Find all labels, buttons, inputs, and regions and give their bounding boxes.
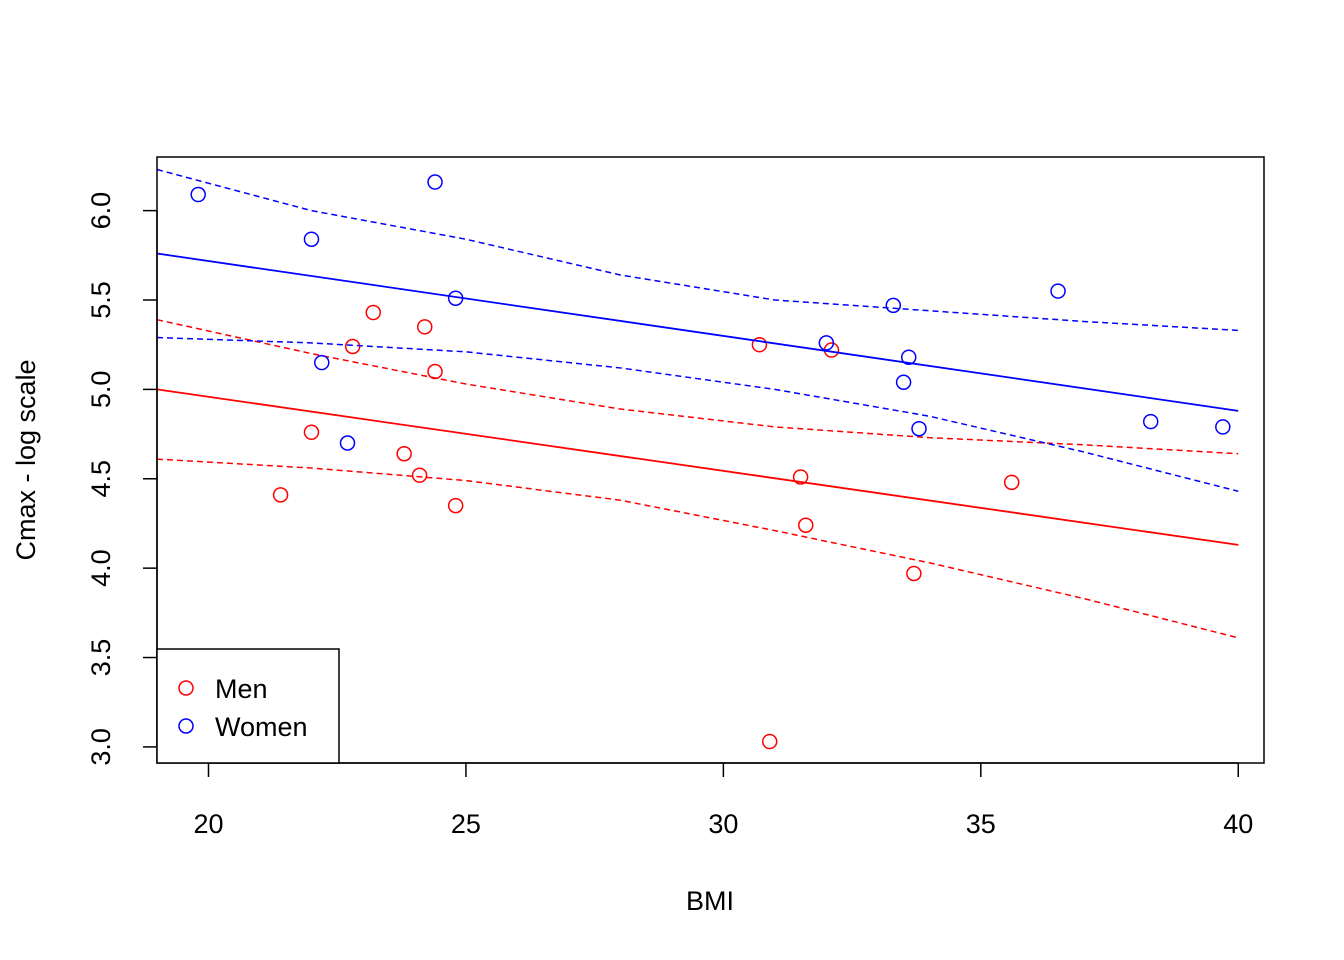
women-point bbox=[911, 420, 927, 437]
women-point bbox=[190, 186, 206, 203]
y-tick-label: 5.0 bbox=[86, 371, 116, 409]
women-point bbox=[314, 354, 330, 371]
women-upper-band bbox=[156, 168, 1239, 332]
y-tick-label: 3.0 bbox=[86, 728, 116, 766]
men-point bbox=[396, 445, 412, 462]
legend-label: Women bbox=[215, 712, 308, 742]
women-point bbox=[303, 231, 320, 247]
men-point bbox=[344, 338, 361, 355]
men-point bbox=[1003, 474, 1020, 491]
men-point bbox=[798, 517, 814, 533]
women-point bbox=[818, 335, 835, 351]
men-fit-line bbox=[156, 388, 1239, 546]
men-point bbox=[792, 469, 809, 485]
plot-marks bbox=[156, 168, 1239, 750]
women-point bbox=[1215, 419, 1231, 435]
men-point bbox=[303, 424, 320, 441]
y-tick-label: 6.0 bbox=[86, 192, 116, 230]
legend: Men Women bbox=[156, 648, 340, 764]
men-point bbox=[416, 319, 433, 335]
x-tick-label: 25 bbox=[451, 809, 481, 839]
x-tick-label: 30 bbox=[708, 809, 738, 839]
y-tick-label: 5.5 bbox=[86, 281, 116, 319]
men-point bbox=[272, 487, 289, 503]
men-point bbox=[906, 565, 922, 582]
legend-marker bbox=[178, 680, 194, 696]
x-axis-title: BMI bbox=[686, 886, 734, 916]
men-point bbox=[427, 363, 443, 380]
y-axis-title: Cmax - log scale bbox=[11, 359, 41, 560]
men-point bbox=[751, 336, 768, 353]
men-point bbox=[411, 467, 428, 483]
women-point bbox=[1050, 283, 1066, 299]
y-tick-label: 3.5 bbox=[86, 639, 116, 677]
legend-box bbox=[156, 648, 340, 764]
legend-label: Men bbox=[215, 674, 268, 704]
men-upper-band bbox=[156, 318, 1239, 455]
women-point bbox=[1142, 413, 1159, 430]
men-lower-band bbox=[156, 458, 1239, 639]
x-tick-label: 40 bbox=[1223, 809, 1253, 839]
women-point bbox=[427, 174, 443, 190]
women-point bbox=[447, 290, 464, 306]
x-tick-label: 20 bbox=[193, 809, 223, 839]
men-point bbox=[761, 733, 778, 750]
men-point bbox=[447, 497, 464, 514]
men-point bbox=[365, 304, 382, 321]
x-tick-label: 35 bbox=[966, 809, 996, 839]
women-point bbox=[900, 349, 917, 365]
women-point bbox=[885, 297, 902, 314]
y-tick-label: 4.0 bbox=[86, 549, 116, 587]
women-point bbox=[895, 374, 912, 390]
legend-marker bbox=[178, 718, 194, 734]
women-point bbox=[339, 435, 356, 451]
women-fit-line bbox=[156, 252, 1239, 412]
y-tick-label: 4.5 bbox=[86, 460, 116, 498]
plot-frame bbox=[156, 156, 1265, 764]
women-lower-band bbox=[156, 336, 1239, 493]
